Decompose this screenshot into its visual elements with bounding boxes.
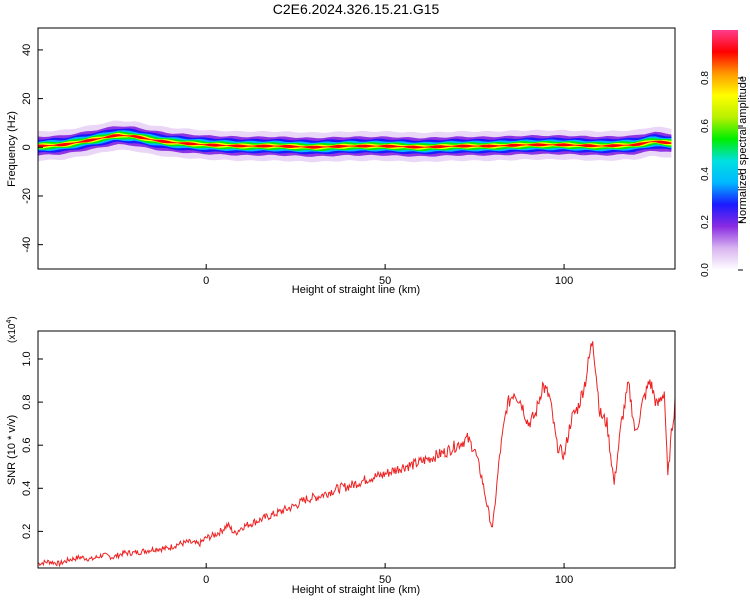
- heatmap-y-tick-label: -40: [21, 237, 33, 253]
- colorbar-tick-label: 0.0: [700, 263, 711, 277]
- figure-title: C2E6.2024.326.15.21.G15: [273, 1, 440, 17]
- heatmap-ridge: [38, 120, 672, 163]
- snr-frame: [37, 330, 676, 569]
- snr-panel: 0.2 0.4 0.6 0.8 1.0 0 50 100 Height of straigh…: [6, 316, 676, 596]
- heatmap-y-ticks: -40 -20 0 20 40: [21, 44, 43, 253]
- snr-multiplier-base: (x10: [7, 323, 18, 343]
- colorbar: 0.0 0.2 0.4 0.6 0.8 Normalized spectral ampl…: [700, 30, 749, 277]
- snr-multiplier-exponent: 4: [6, 320, 13, 324]
- heatmap-band-level-6: [38, 134, 672, 149]
- colorbar-scale: [712, 30, 738, 270]
- snr-y-tick-label: 0.2: [21, 524, 33, 539]
- snr-y-tick-label: 1.0: [21, 351, 33, 366]
- heatmap-y-tick-label: 0: [21, 144, 33, 150]
- heatmap-y-axis-label: Frequency (Hz): [6, 111, 18, 187]
- snr-y-tick-label: 0.8: [21, 394, 33, 409]
- snr-multiplier-close: ): [7, 316, 18, 319]
- colorbar-label: Normalized spectral amplitude: [737, 76, 749, 224]
- snr-y-axis-label: SNR (10 * v/v): [6, 415, 18, 485]
- snr-x-tick-label: 0: [203, 574, 209, 586]
- snr-multiplier: (x104): [6, 316, 18, 343]
- snr-y-tick-label: 0.4: [21, 481, 33, 496]
- snr-series-line: [38, 341, 675, 568]
- colorbar-ticks: 0.0 0.2 0.4 0.6 0.8: [700, 71, 743, 277]
- snr-y-tick-label: 0.6: [21, 438, 33, 453]
- heatmap-frame: [37, 27, 676, 270]
- snr-x-axis-label: Height of straight line (km): [292, 584, 420, 596]
- heatmap-y-tick-label: -20: [21, 188, 33, 204]
- heatmap-x-tick-label: 100: [555, 275, 573, 287]
- snr-x-tick-label: 50: [379, 574, 391, 586]
- heatmap-x-ticks: 0 50 100: [203, 264, 573, 287]
- heatmap-x-tick-label: 0: [203, 275, 209, 287]
- snr-y-ticks: 0.2 0.4 0.6 0.8 1.0: [21, 351, 43, 539]
- heatmap-panel: -40 -20 0 20 40 0 50 100 Height of straight li…: [6, 27, 676, 296]
- snr-x-tick-label: 100: [555, 574, 573, 586]
- heatmap-x-tick-label: 50: [379, 275, 391, 287]
- heatmap-y-tick-label: 20: [21, 92, 33, 104]
- heatmap-y-tick-label: 40: [21, 44, 33, 56]
- colorbar-tick-label: 0.4: [700, 167, 711, 181]
- snr-x-ticks: 0 50 100: [203, 563, 573, 586]
- colorbar-tick-label: 0.6: [700, 119, 711, 133]
- svg-text:(x104): (x104): [6, 316, 18, 343]
- colorbar-tick-label: 0.2: [700, 215, 711, 229]
- heatmap-x-axis-label: Height of straight line (km): [292, 284, 420, 296]
- colorbar-tick-label: 0.8: [700, 71, 711, 85]
